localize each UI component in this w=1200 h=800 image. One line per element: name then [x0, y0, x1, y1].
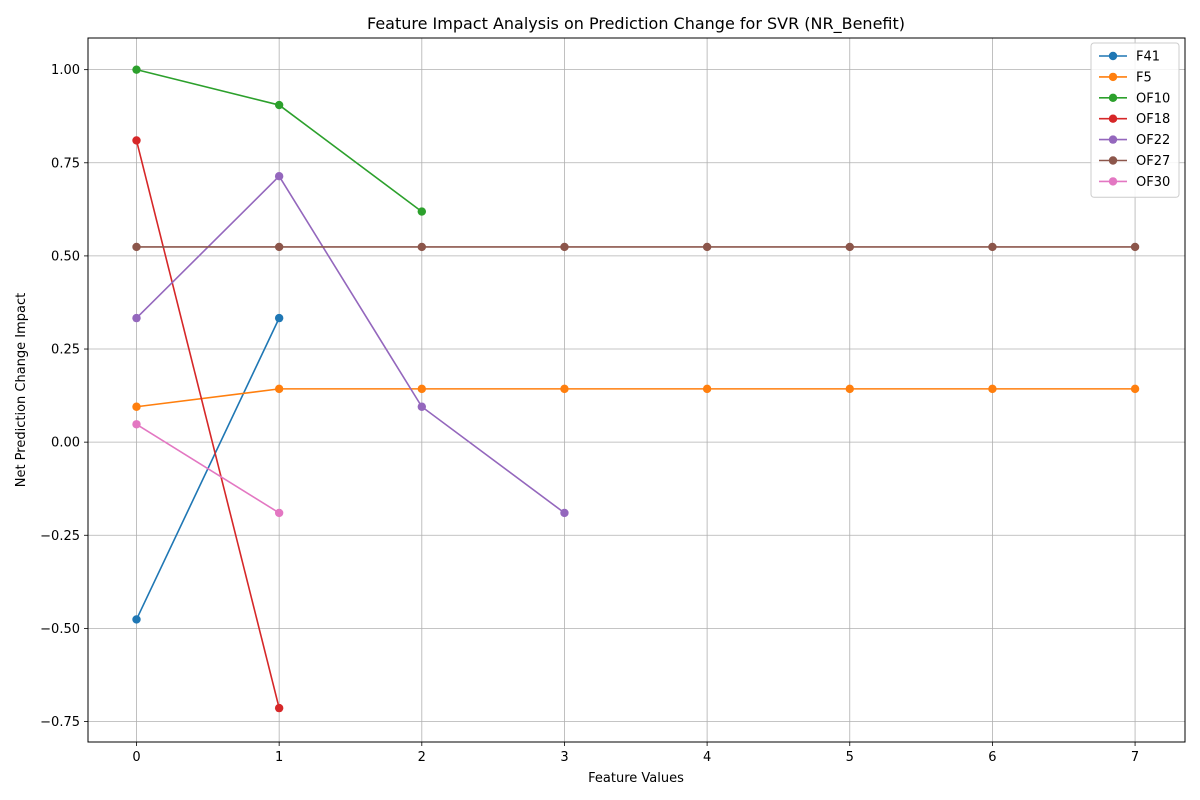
legend-marker: [1108, 93, 1118, 103]
series-of22: [132, 171, 569, 518]
x-tick-label: 7: [1131, 750, 1139, 765]
x-tick-label: 2: [418, 750, 426, 765]
data-point: [560, 242, 569, 252]
x-tick-label: 1: [275, 750, 283, 765]
data-point: [132, 420, 141, 429]
data-point: [417, 207, 427, 216]
data-point: [274, 703, 284, 713]
legend-label: OF27: [1136, 154, 1170, 169]
legend-item: OF18: [1099, 112, 1170, 127]
legend-label: F41: [1136, 50, 1160, 65]
x-tick-label: 4: [703, 750, 711, 765]
grid: [88, 38, 1185, 742]
legend-label: F5: [1136, 70, 1152, 85]
legend-marker: [1108, 177, 1118, 186]
axes: [87, 37, 1186, 743]
data-point: [274, 313, 284, 323]
y-tick-label: 1.00: [51, 63, 80, 78]
data-point: [417, 384, 427, 394]
y-tick-label: −0.25: [40, 529, 80, 544]
data-point: [988, 384, 997, 394]
x-tick-label: 5: [846, 750, 854, 765]
series-line: [136, 423, 280, 514]
legend-item: OF22: [1099, 133, 1170, 148]
legend-item: OF27: [1099, 154, 1170, 169]
data-point: [417, 242, 427, 252]
data-point: [132, 313, 141, 323]
legend-marker: [1108, 135, 1118, 144]
data-point: [274, 384, 284, 394]
legend: F41 F5 OF10 OF18 OF22 OF27 OF30: [1090, 42, 1180, 198]
y-tick-label: −0.50: [40, 622, 80, 637]
data-point: [702, 384, 712, 394]
series-of10: [132, 65, 427, 216]
data-point: [132, 65, 141, 74]
y-tick-label: 0.00: [51, 436, 80, 451]
series-of27: [132, 242, 1140, 252]
series-line: [135, 140, 280, 709]
data-point: [132, 402, 141, 411]
plot-frame: [87, 37, 1186, 743]
data-point: [132, 615, 141, 624]
legend-label: OF22: [1136, 133, 1170, 148]
legend-marker: [1108, 72, 1118, 82]
data-point: [702, 242, 712, 252]
series-line: [136, 388, 1136, 408]
chart-title: Feature Impact Analysis on Prediction Ch…: [367, 14, 905, 34]
y-tick-label: −0.75: [40, 715, 80, 730]
data-point: [132, 242, 141, 252]
data-point: [274, 100, 284, 110]
data-point: [274, 508, 284, 518]
x-axis-label: Feature Values: [588, 771, 684, 786]
series-f5: [132, 384, 1140, 411]
legend-label: OF30: [1136, 175, 1170, 190]
data-point: [845, 242, 854, 252]
x-tick-label: 6: [988, 750, 996, 765]
data-point: [1130, 242, 1140, 252]
data-point: [845, 384, 854, 394]
series-layer: [132, 65, 1140, 713]
x-tick-label: 0: [132, 750, 140, 765]
legend-label: OF18: [1136, 112, 1170, 127]
legend-item: F5: [1099, 70, 1152, 85]
y-tick-label: 0.25: [51, 343, 80, 358]
legend-item: F41: [1099, 50, 1160, 65]
data-point: [988, 242, 997, 252]
legend-marker: [1108, 51, 1118, 61]
y-tick-label: 0.75: [51, 156, 80, 171]
data-point: [1130, 384, 1140, 394]
legend-item: OF10: [1099, 91, 1170, 106]
legend-marker: [1108, 156, 1118, 165]
series-of18: [132, 136, 284, 713]
data-point: [132, 136, 141, 145]
legend-item: OF30: [1099, 175, 1170, 190]
data-point: [274, 242, 284, 252]
ticks: 0 1 2 3 4 5 6 7 −0.75 −0.50 −0.25 0.00 0.25 0.50 0.75 1…: [40, 63, 1139, 765]
series-line: [135, 174, 565, 514]
data-point: [560, 508, 569, 518]
legend-marker: [1108, 114, 1118, 123]
legend-label: OF10: [1136, 91, 1170, 106]
data-point: [560, 384, 569, 394]
y-axis-label: Net Prediction Change Impact: [14, 293, 29, 488]
data-point: [417, 402, 427, 411]
y-tick-label: 0.50: [51, 249, 80, 264]
x-tick-label: 3: [560, 750, 568, 765]
series-of30: [132, 420, 284, 518]
data-point: [274, 171, 284, 181]
